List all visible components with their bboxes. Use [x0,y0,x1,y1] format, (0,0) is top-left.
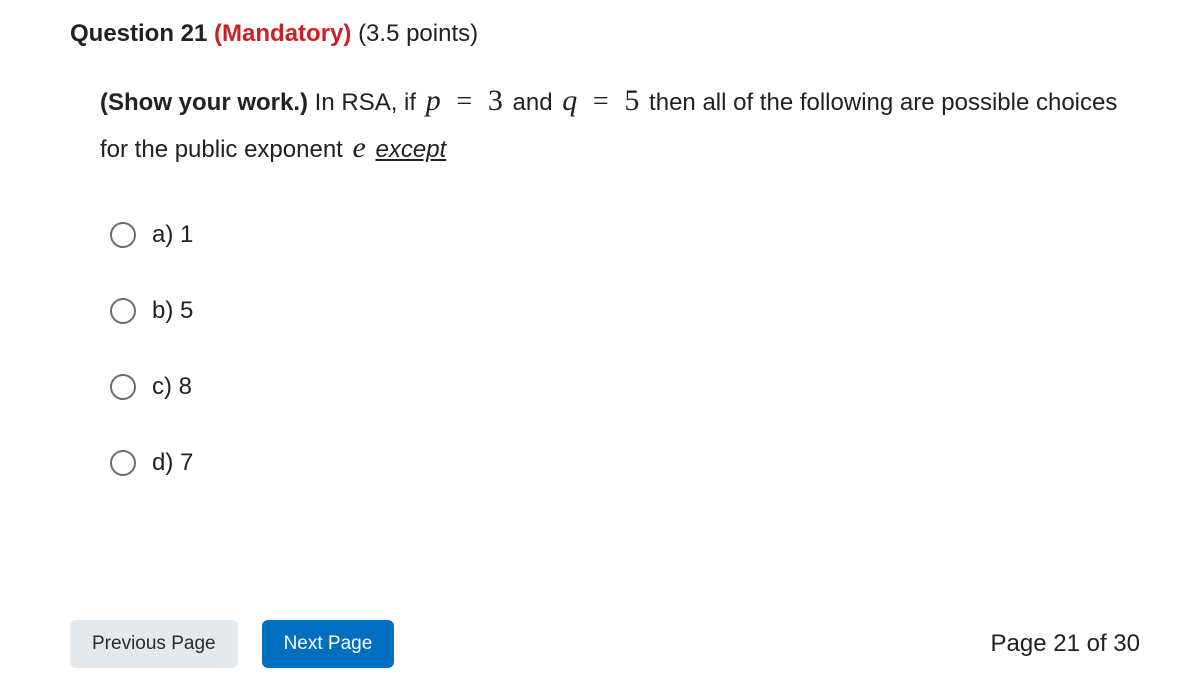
mandatory-label: (Mandatory) [214,20,351,47]
var-p: p [423,84,444,117]
radio-c[interactable] [110,374,136,400]
option-c-label: c) 8 [152,373,192,401]
var-q: q [559,84,580,117]
previous-page-button[interactable]: Previous Page [70,620,238,668]
eq2: = [587,86,615,117]
question-prompt: (Show your work.) In RSA, if p = 3 and q… [100,78,1130,171]
radio-a[interactable] [110,222,136,248]
option-d-label: d) 7 [152,449,193,477]
options-group: a) 1 b) 5 c) 8 d) 7 [110,221,1130,477]
option-b[interactable]: b) 5 [110,297,1130,325]
option-a-label: a) 1 [152,221,193,249]
prompt-seg1: In RSA, if [308,89,423,116]
radio-b[interactable] [110,298,136,324]
prompt-lead: (Show your work.) [100,89,308,116]
eq1: = [450,86,478,117]
num-p: 3 [485,84,506,117]
var-e: e [350,131,369,164]
option-a[interactable]: a) 1 [110,221,1130,249]
points-label: (3.5 points) [358,20,478,47]
except-word: except [376,136,447,163]
option-b-label: b) 5 [152,297,193,325]
footer: Previous Page Next Page Page 21 of 30 [70,620,1140,668]
question-header: Question 21 (Mandatory) (3.5 points) [70,20,1130,48]
radio-d[interactable] [110,450,136,476]
prompt-and: and [506,89,559,116]
num-q: 5 [621,84,642,117]
option-c[interactable]: c) 8 [110,373,1130,401]
next-page-button[interactable]: Next Page [262,620,395,668]
question-number: Question 21 [70,20,207,47]
option-d[interactable]: d) 7 [110,449,1130,477]
page-indicator: Page 21 of 30 [991,630,1140,658]
